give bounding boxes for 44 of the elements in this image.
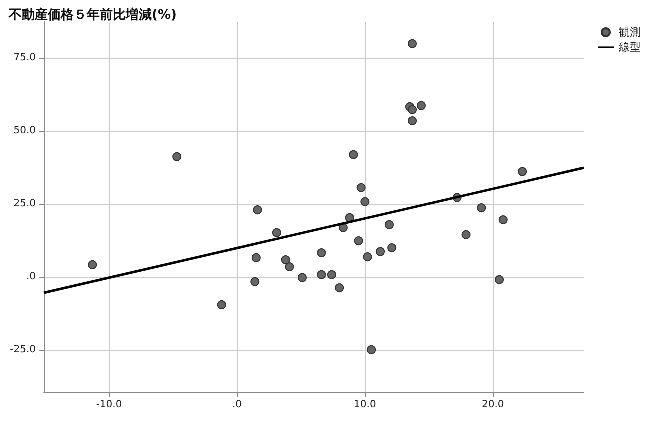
point bbox=[408, 105, 418, 114]
point bbox=[518, 167, 528, 176]
x-tick-label: -10.0 bbox=[96, 400, 122, 410]
point bbox=[250, 277, 260, 286]
point bbox=[317, 248, 326, 258]
point bbox=[477, 204, 486, 213]
legend-label: 線型 bbox=[618, 41, 641, 54]
point bbox=[363, 252, 372, 262]
point bbox=[317, 270, 326, 280]
point bbox=[408, 39, 418, 48]
y-tick-label: 25.0 bbox=[14, 198, 36, 210]
point bbox=[385, 220, 394, 230]
point bbox=[217, 300, 226, 310]
y-tick-label: .0 bbox=[26, 271, 36, 282]
point bbox=[408, 116, 418, 126]
point bbox=[360, 197, 370, 206]
point bbox=[253, 206, 262, 215]
point bbox=[88, 260, 98, 270]
y-tick-label: 75.0 bbox=[14, 52, 36, 64]
x-tick-label: .0 bbox=[232, 400, 242, 410]
chart-title: 不動産価格５年前比増減(%) bbox=[8, 7, 177, 23]
point bbox=[356, 183, 366, 192]
y-tick-label: 50.0 bbox=[14, 125, 36, 136]
legend-label: 観測 bbox=[619, 26, 641, 39]
point bbox=[327, 270, 336, 280]
point bbox=[416, 101, 426, 110]
point bbox=[281, 256, 290, 264]
x-tick-label: 10.0 bbox=[354, 400, 376, 410]
point bbox=[462, 230, 471, 240]
point bbox=[498, 215, 508, 224]
point bbox=[367, 345, 376, 354]
point bbox=[335, 284, 344, 293]
point bbox=[285, 262, 294, 272]
point bbox=[252, 253, 261, 262]
point bbox=[495, 275, 504, 284]
point bbox=[354, 236, 364, 246]
point bbox=[349, 150, 358, 160]
point bbox=[376, 247, 386, 256]
point bbox=[298, 273, 307, 282]
point bbox=[172, 152, 182, 162]
point bbox=[272, 228, 282, 238]
x-tick-label: 20.0 bbox=[482, 400, 504, 410]
point bbox=[388, 244, 397, 253]
y-tick-label: -25.0 bbox=[10, 344, 36, 356]
